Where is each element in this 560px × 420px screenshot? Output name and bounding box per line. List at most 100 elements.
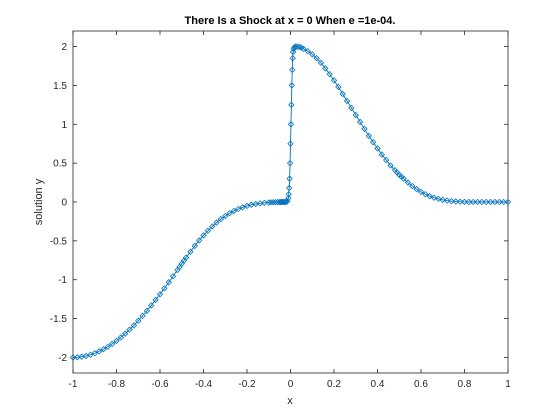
data-point-marker [156, 291, 164, 298]
y-tick-label: -1.5 [50, 314, 68, 325]
data-point-marker [69, 354, 77, 361]
data-point-marker [317, 59, 325, 67]
data-point-marker [272, 199, 279, 206]
data-point-marker [269, 199, 277, 206]
data-point-marker [91, 350, 98, 357]
y-tick-label: 0.5 [53, 159, 67, 170]
data-point-marker [135, 317, 142, 324]
x-tick-label: 1 [505, 379, 511, 390]
data-point-marker [330, 77, 338, 84]
data-point-marker [435, 195, 442, 203]
data-point-marker [95, 348, 103, 355]
data-point-marker [285, 191, 292, 198]
data-point-marker [500, 198, 507, 206]
data-point-marker [478, 198, 486, 206]
data-point-marker [448, 197, 455, 205]
data-point-marker [456, 198, 464, 205]
data-point-marker [152, 296, 159, 304]
data-point-marker [300, 45, 307, 53]
data-point-marker [400, 175, 407, 182]
data-point-marker [404, 179, 412, 186]
data-point-marker [465, 198, 473, 206]
data-point-marker [139, 312, 146, 320]
data-point-marker [387, 162, 394, 169]
data-point-marker [222, 212, 229, 220]
data-point-marker [304, 48, 312, 55]
data-point-marker [335, 83, 342, 91]
data-point-marker [130, 322, 138, 329]
data-point-marker [443, 197, 451, 204]
data-point-marker [265, 199, 272, 206]
x-tick-label: -0.6 [151, 379, 169, 390]
data-point-marker [322, 65, 329, 72]
data-point-marker [292, 43, 299, 50]
data-point-marker [287, 140, 294, 147]
data-point-marker [289, 55, 296, 62]
data-point-marker [117, 334, 125, 341]
data-point-marker [470, 198, 477, 206]
data-point-marker [348, 104, 355, 112]
data-point-marker [483, 198, 490, 206]
data-point-marker [369, 138, 377, 146]
data-point-marker [504, 198, 512, 206]
data-point-marker [261, 199, 268, 207]
data-point-marker [430, 194, 438, 201]
data-point-marker [474, 198, 481, 206]
x-tick-label: -0.4 [195, 379, 213, 390]
data-point-marker [209, 223, 216, 230]
data-point-marker [288, 101, 295, 109]
x-tick-label: 0 [288, 379, 294, 390]
data-point-marker [286, 159, 294, 167]
x-tick-label: 0.8 [458, 379, 472, 390]
data-point-marker [496, 198, 503, 206]
data-point-marker [122, 330, 129, 337]
data-point-marker [378, 151, 386, 158]
x-tick-label: 0.4 [371, 379, 385, 390]
data-point-marker [452, 198, 459, 205]
series-line [72, 46, 508, 358]
y-tick-label: -0.5 [50, 236, 68, 247]
data-point-marker [108, 340, 116, 348]
axes: -1 -0.8 -0.6 -0.4 -0.2 0 0.2 0.4 0.6 0.8 1 -2 -1.5 -1… [50, 30, 511, 390]
data-point-marker [267, 199, 275, 206]
chart-title: There Is a Shock at x = 0 When e =1e-04. [185, 15, 396, 27]
data-point-marker [195, 237, 203, 244]
data-point-marker [280, 198, 288, 206]
data-point-marker [422, 191, 429, 198]
data-point-marker [339, 90, 346, 98]
data-point-marker [169, 273, 177, 280]
data-point-marker [235, 205, 242, 213]
data-point-marker [182, 254, 190, 261]
y-tick-label: 1.5 [53, 81, 67, 92]
data-point-marker [191, 242, 198, 250]
data-point-marker [309, 51, 316, 58]
data-point-marker [343, 97, 351, 105]
y-tick-label: -2 [58, 353, 67, 364]
data-point-marker [352, 111, 359, 119]
data-point-marker [281, 198, 289, 206]
data-point-marker [413, 186, 420, 193]
data-point-marker [439, 196, 446, 203]
data-point-marker [286, 184, 293, 192]
y-axis-label: solution y [33, 178, 45, 225]
data-point-marker [487, 198, 494, 206]
x-tick-label: -0.2 [238, 379, 256, 390]
x-tick-label: -1 [69, 379, 78, 390]
data-point-marker [217, 215, 225, 223]
data-point-marker [289, 66, 296, 74]
data-point-marker [113, 337, 120, 344]
data-point-marker [409, 182, 416, 190]
data-point-marker [230, 207, 238, 215]
y-tick-label: -1 [58, 275, 67, 286]
data-point-marker [100, 346, 107, 353]
y-tick-label: 2 [61, 42, 67, 53]
data-point-marker [143, 307, 151, 314]
data-point-marker [293, 43, 301, 50]
data-point-marker [313, 55, 320, 62]
data-point-marker [285, 194, 292, 202]
data-point-marker [287, 121, 295, 128]
x-tick-label: 0.2 [327, 379, 341, 390]
data-point-marker [356, 118, 364, 126]
data-point-marker [165, 279, 172, 286]
